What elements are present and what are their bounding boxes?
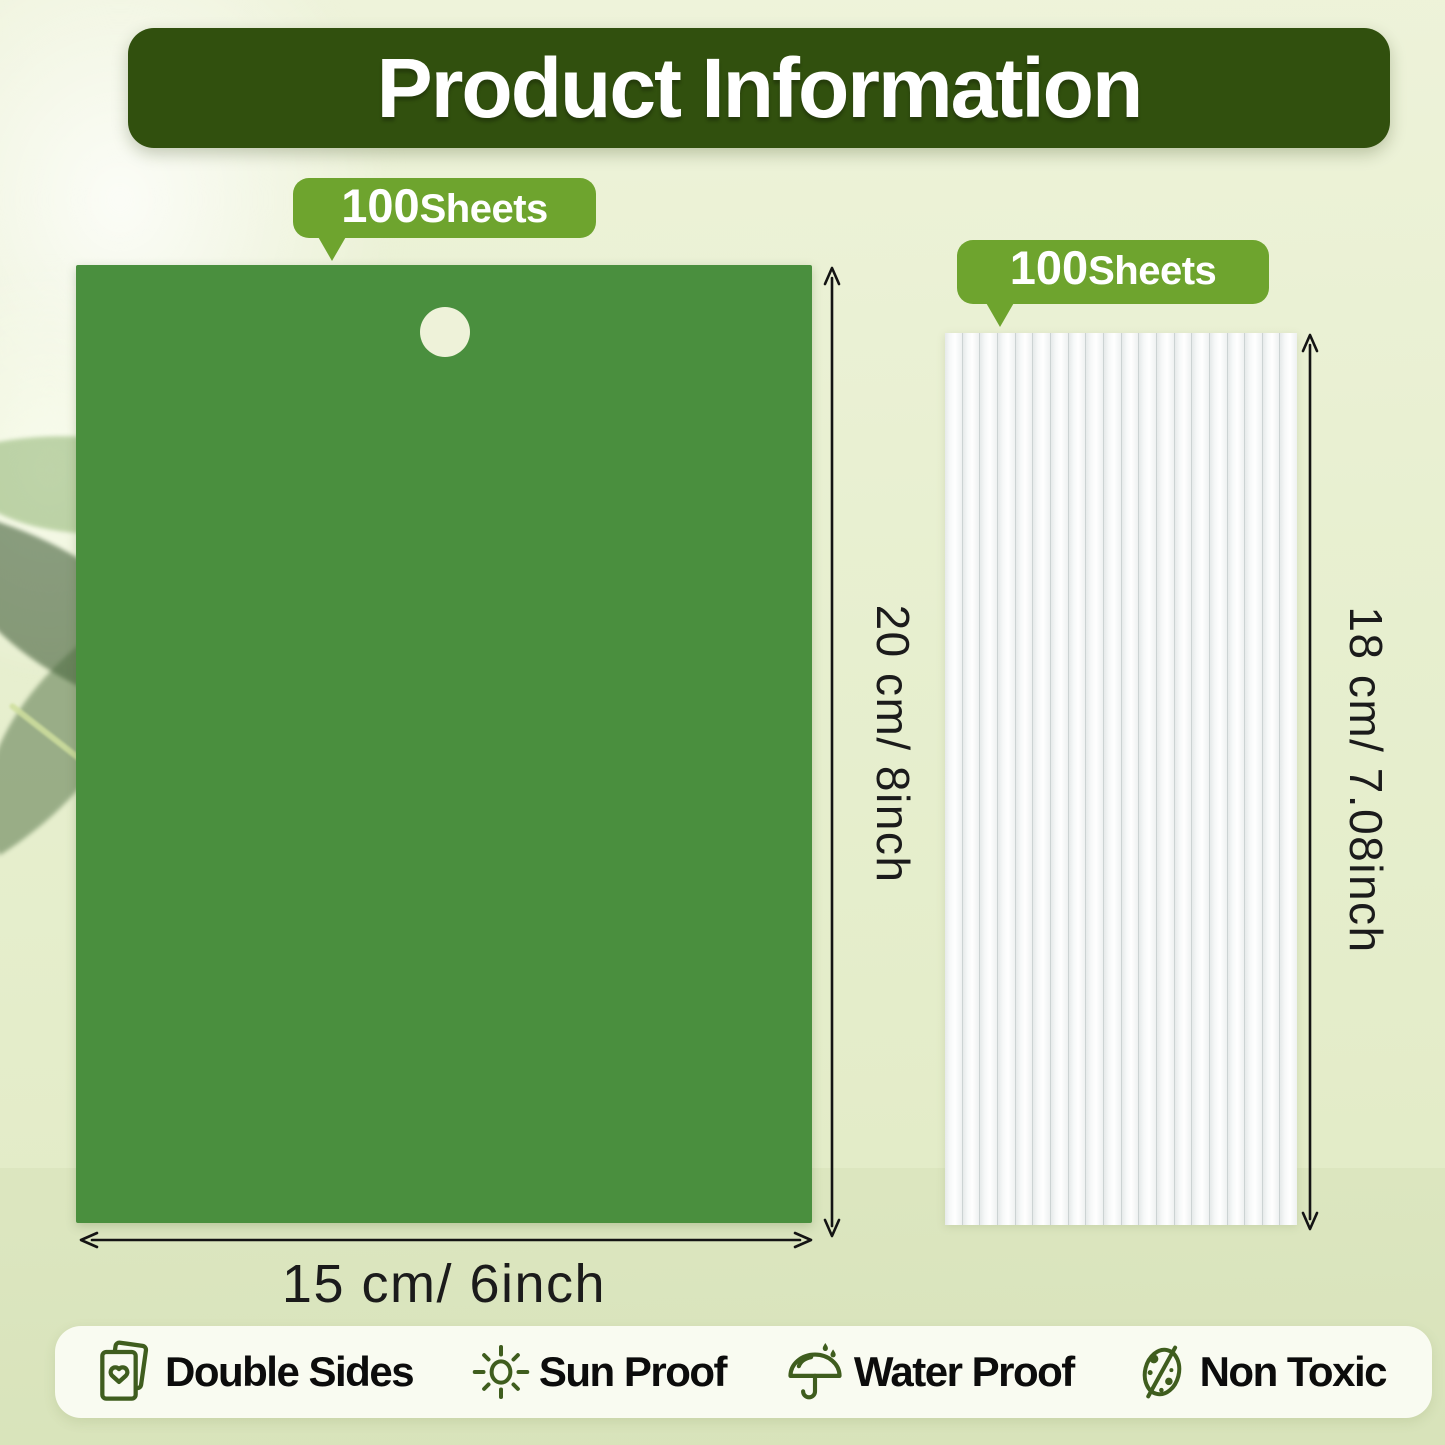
arrowhead-up <box>823 266 841 286</box>
tie-strip <box>1244 333 1262 1225</box>
tie-strip <box>1102 333 1121 1225</box>
sheet-count-badge: 100 Sheets <box>293 178 596 261</box>
badge-word: Sheets <box>1088 249 1217 293</box>
umbrella-icon <box>784 1341 846 1403</box>
feature-label: Non Toxic <box>1199 1348 1388 1395</box>
tie-strip <box>979 333 997 1225</box>
badge-number: 100 <box>341 179 420 232</box>
badge-word: Sheets <box>419 187 549 231</box>
sheet-width-label: 15 cm/ 6inch <box>281 1254 607 1314</box>
stack-height-label: 18 cm/ 7.08inch <box>1340 606 1392 954</box>
tie-strip <box>1049 333 1068 1225</box>
tie-strip <box>1208 333 1227 1225</box>
green-sticky-sheet <box>76 265 812 1223</box>
sheet-height-label: 20 cm/ 8inch <box>867 604 919 884</box>
tie-strip <box>1261 333 1280 1225</box>
feature-non-toxic: Non Toxic <box>1132 1342 1388 1402</box>
header-banner: Product Information <box>128 28 1390 148</box>
badge-pointer-tail <box>985 301 1015 327</box>
tie-strip <box>1226 333 1245 1225</box>
tie-strip <box>1138 333 1156 1225</box>
arrowhead-right <box>793 1231 813 1249</box>
feature-label: Water Proof <box>853 1348 1075 1395</box>
feature-label: Double Sides <box>165 1348 415 1395</box>
badge-pointer-tail <box>317 235 347 261</box>
badge-number: 100 <box>1009 241 1089 294</box>
tie-strip <box>1173 333 1192 1225</box>
tie-strip <box>1120 333 1139 1225</box>
page-title: Product Information <box>376 40 1144 135</box>
white-stack <box>945 333 1298 1225</box>
arrowhead-down <box>1301 1211 1319 1231</box>
tie-strip <box>1191 333 1209 1225</box>
arrowhead-left <box>79 1231 99 1249</box>
tie-strip <box>996 333 1015 1225</box>
arrowhead-down <box>823 1218 841 1238</box>
tie-strip <box>945 333 962 1225</box>
tie-strip <box>1014 333 1033 1225</box>
non-toxic-icon <box>1132 1342 1192 1402</box>
tie-strip <box>1085 333 1103 1225</box>
tie-strip <box>1067 333 1086 1225</box>
feature-label: Sun Proof <box>538 1348 728 1395</box>
tie-strip <box>1155 333 1174 1225</box>
feature-sun-proof: Sun Proof <box>471 1342 728 1402</box>
feature-double-sides: Double Sides <box>93 1340 415 1404</box>
hanging-hole <box>420 307 470 357</box>
double-sides-icon <box>93 1340 157 1404</box>
feature-water-proof: Water Proof <box>784 1341 1075 1403</box>
feature-bar: Double Sides S <box>55 1326 1432 1418</box>
arrowhead-up <box>1301 333 1319 353</box>
tie-strip <box>961 333 980 1225</box>
sun-icon <box>471 1342 531 1402</box>
stack-count-badge: 100 Sheets <box>957 240 1269 327</box>
tie-strip <box>1279 333 1298 1225</box>
tie-strip <box>1032 333 1050 1225</box>
